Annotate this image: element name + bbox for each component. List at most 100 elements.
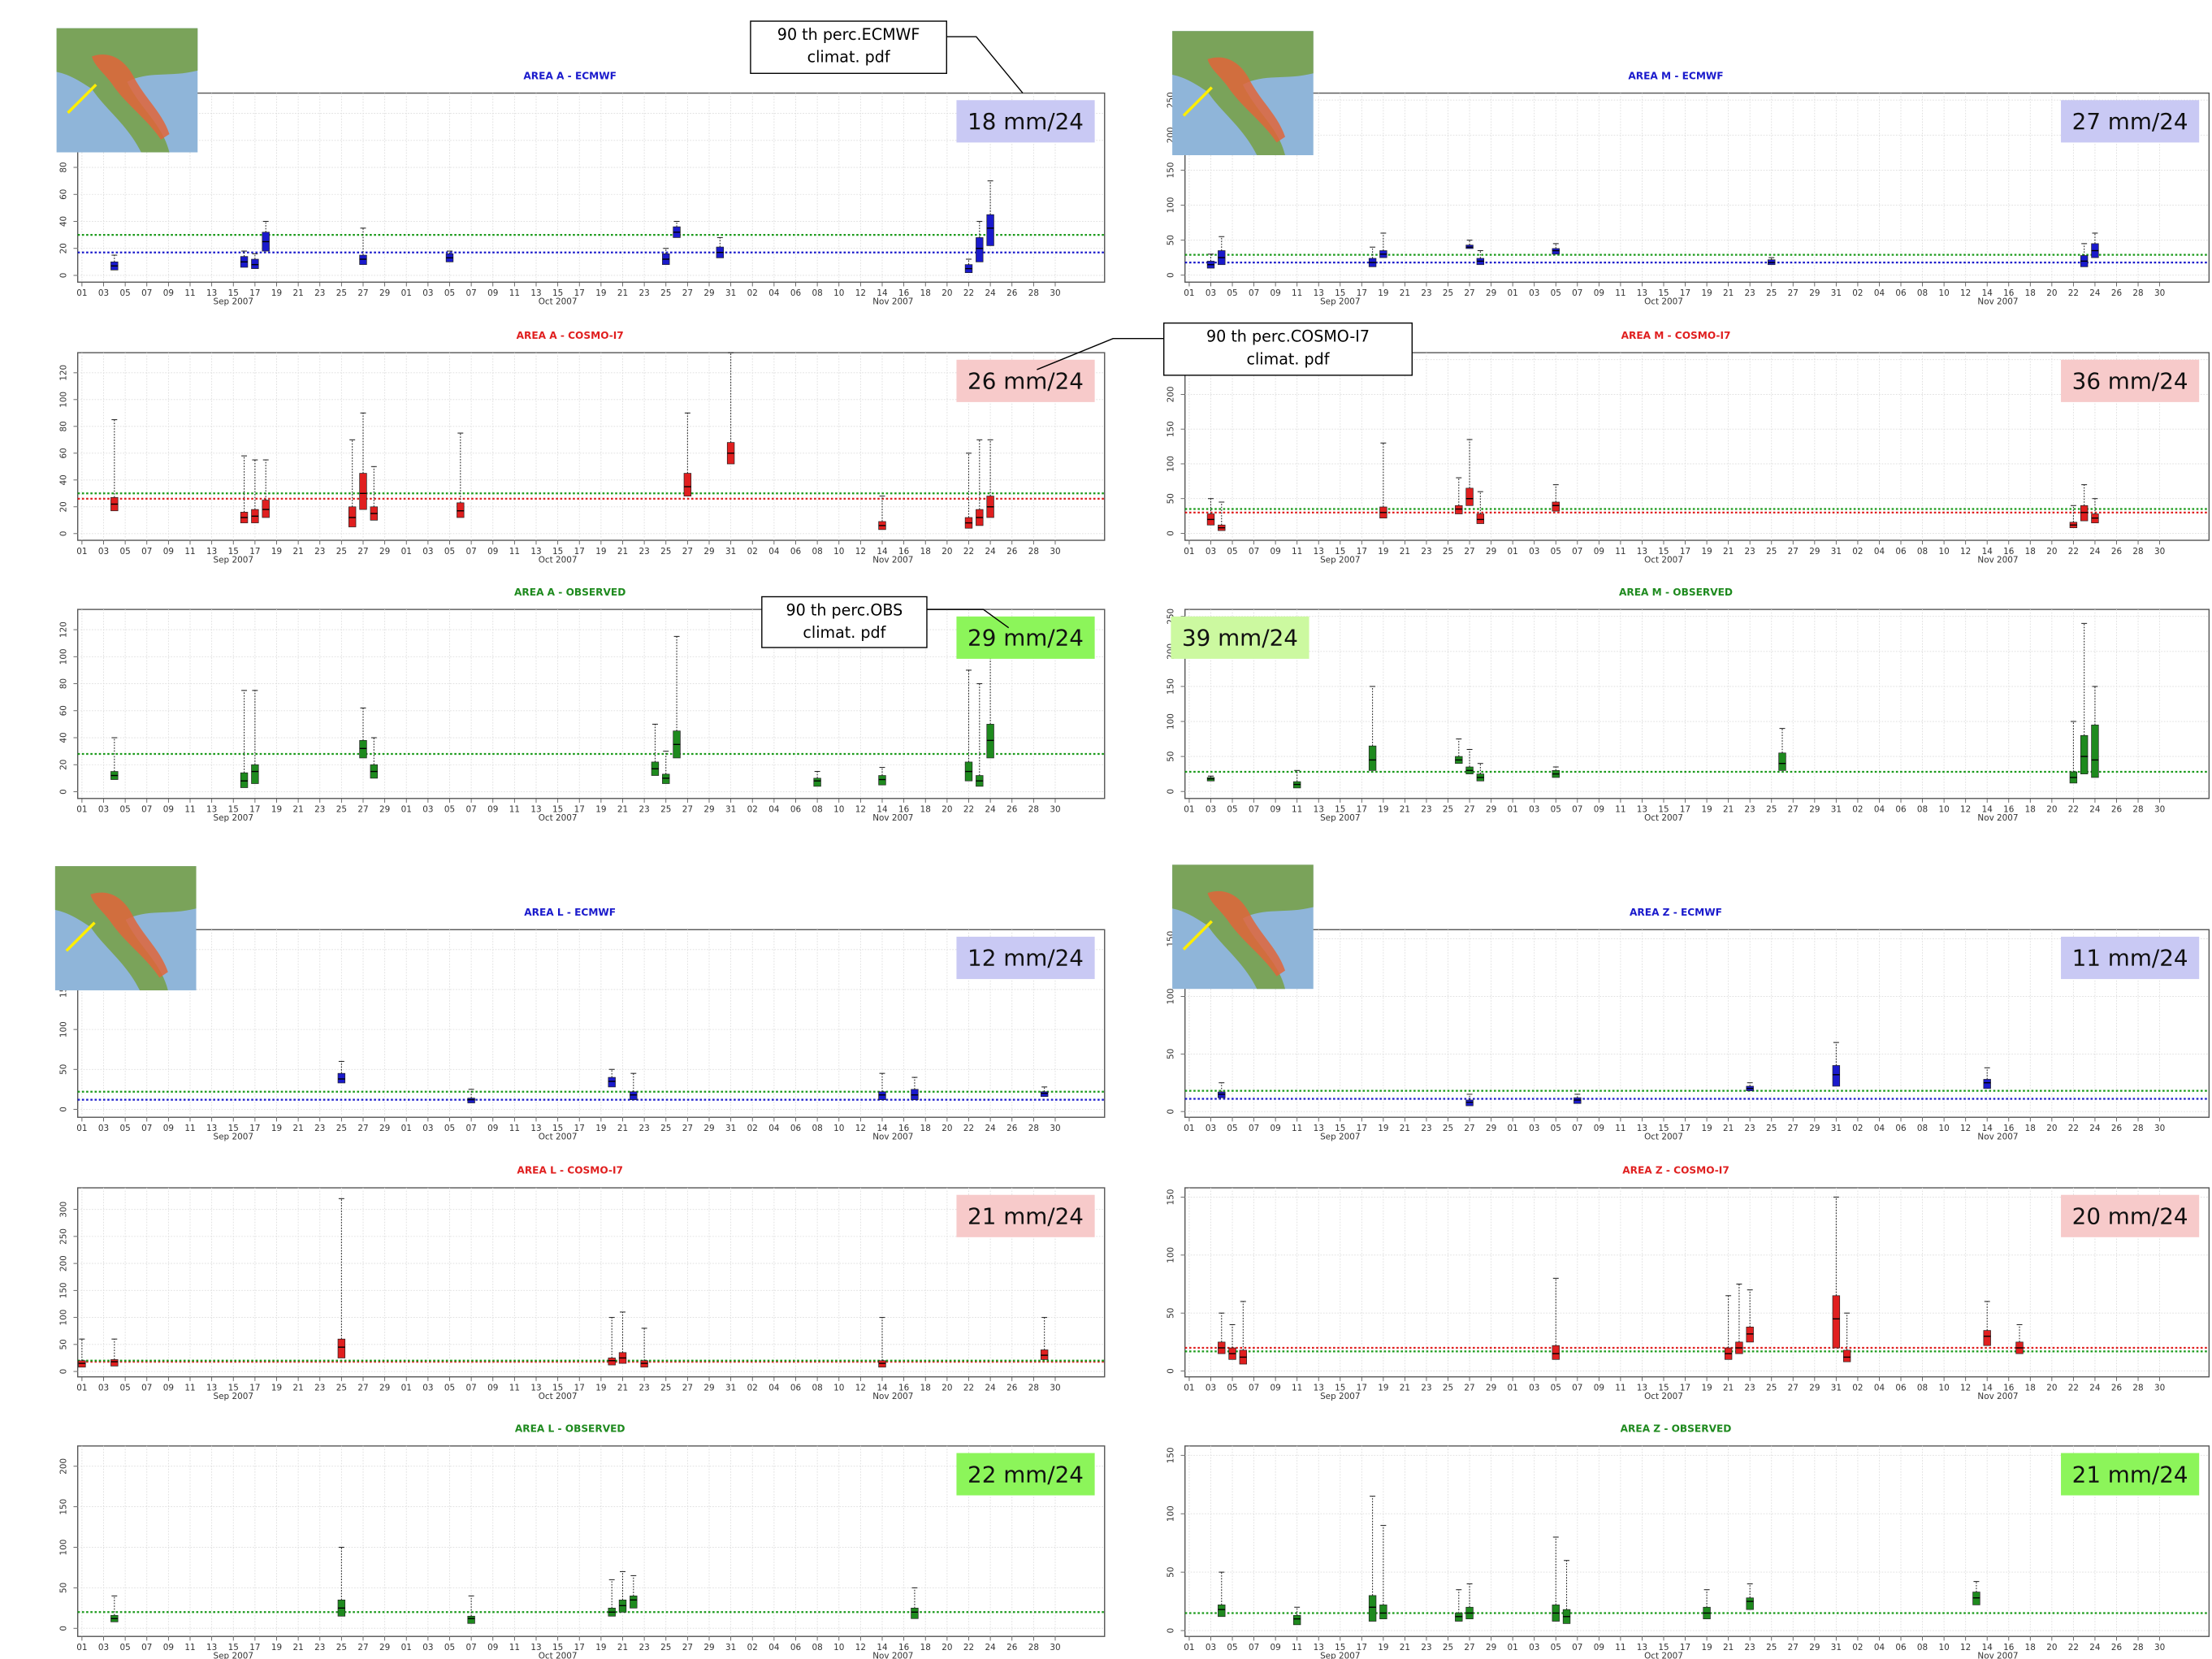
- x-tick-label: 24: [2089, 805, 2101, 815]
- x-tick-label: 29: [1809, 288, 1820, 298]
- x-tick-label: 01: [1508, 805, 1518, 815]
- box: [2080, 735, 2088, 773]
- x-tick-label: 06: [790, 805, 801, 815]
- x-tick-label: 12: [1960, 805, 1971, 815]
- x-tick-label: 21: [617, 805, 628, 815]
- x-tick-label: 01: [401, 547, 412, 557]
- y-tick-label: 20: [58, 760, 68, 770]
- x-tick-label: 12: [855, 1643, 866, 1653]
- annotation-leader: [946, 37, 1023, 93]
- x-tick-label: 05: [1551, 547, 1561, 557]
- plot-frame: [78, 93, 1105, 283]
- x-tick-label: 07: [141, 805, 152, 815]
- x-tick-label: 18: [920, 1384, 931, 1393]
- x-tick-label: 07: [1572, 1643, 1582, 1653]
- x-tick-label: 01: [401, 805, 412, 815]
- x-tick-label: 26: [2111, 805, 2122, 815]
- x-tick-label: 25: [336, 288, 347, 298]
- x-tick-label: 06: [1895, 288, 1906, 298]
- x-tick-label: 19: [1701, 1124, 1712, 1133]
- x-tick-label: 01: [1508, 288, 1518, 298]
- x-tick-label: 20: [2046, 288, 2057, 298]
- x-tick-label: 03: [1529, 547, 1539, 557]
- box: [1293, 1615, 1301, 1625]
- x-tick-label: 10: [833, 1124, 844, 1133]
- box: [608, 1358, 616, 1365]
- plot-frame: [78, 929, 1105, 1117]
- month-label: Oct 2007: [1644, 297, 1683, 307]
- x-tick-label: 20: [942, 1124, 952, 1133]
- x-tick-label: 07: [465, 547, 476, 557]
- y-tick-label: 40: [58, 474, 68, 485]
- x-tick-label: 08: [1917, 1124, 1928, 1133]
- x-tick-label: 31: [1831, 1384, 1842, 1393]
- x-tick-label: 20: [2046, 1643, 2057, 1653]
- x-tick-label: 05: [120, 547, 131, 557]
- x-tick-label: 02: [1852, 547, 1863, 557]
- x-tick-label: 20: [942, 547, 952, 557]
- month-label: Nov 2007: [872, 1133, 913, 1142]
- x-tick-label: 23: [1421, 1384, 1431, 1393]
- x-tick-label: 26: [1006, 1643, 1017, 1653]
- month-label: Oct 2007: [539, 1133, 578, 1142]
- x-tick-label: 18: [920, 288, 931, 298]
- x-tick-label: 01: [1508, 547, 1518, 557]
- x-tick-label: 03: [1206, 1384, 1216, 1393]
- x-tick-label: 11: [1615, 805, 1625, 815]
- x-tick-label: 31: [1831, 547, 1842, 557]
- month-label: Sep 2007: [1320, 555, 1360, 565]
- x-tick-label: 25: [1766, 1124, 1777, 1133]
- x-tick-label: 21: [1723, 1384, 1734, 1393]
- x-tick-label: 09: [487, 1643, 498, 1653]
- x-tick-label: 20: [2046, 547, 2057, 557]
- y-tick-label: 120: [58, 365, 68, 381]
- x-tick-label: 03: [98, 1643, 109, 1653]
- x-tick-label: 24: [2089, 1124, 2101, 1133]
- x-tick-label: 29: [379, 1124, 390, 1133]
- x-tick-label: 19: [595, 288, 606, 298]
- annotation-text: climat. pdf: [803, 623, 886, 642]
- x-tick-label: 10: [833, 288, 844, 298]
- value-label: 21 mm/24: [2072, 1461, 2188, 1488]
- x-tick-label: 18: [2025, 805, 2036, 815]
- x-tick-label: 30: [1050, 547, 1060, 557]
- x-tick-label: 23: [1421, 1124, 1431, 1133]
- y-tick-label: 0: [58, 531, 68, 536]
- month-label: Oct 2007: [1644, 1133, 1683, 1142]
- x-tick-label: 23: [314, 1643, 325, 1653]
- x-tick-label: 27: [1464, 1124, 1474, 1133]
- x-tick-label: 28: [1028, 288, 1039, 298]
- x-tick-label: 26: [1006, 288, 1017, 298]
- x-tick-label: 30: [2154, 288, 2165, 298]
- x-tick-label: 22: [963, 547, 974, 557]
- x-tick-label: 24: [985, 805, 996, 815]
- x-tick-label: 20: [942, 805, 952, 815]
- y-tick-label: 50: [1166, 1566, 1175, 1577]
- x-tick-label: 20: [2046, 805, 2057, 815]
- x-tick-label: 06: [790, 1124, 801, 1133]
- x-tick-label: 11: [184, 547, 195, 557]
- y-tick-label: 150: [1166, 1189, 1175, 1206]
- x-tick-label: 27: [682, 288, 693, 298]
- month-label: Oct 2007: [1644, 555, 1683, 565]
- x-tick-label: 23: [1421, 288, 1431, 298]
- x-tick-label: 31: [1831, 805, 1842, 815]
- x-tick-label: 25: [660, 288, 671, 298]
- box: [1369, 1596, 1376, 1622]
- x-tick-label: 04: [768, 1124, 780, 1133]
- x-tick-label: 21: [1723, 1643, 1734, 1653]
- x-tick-label: 01: [1184, 1384, 1194, 1393]
- x-tick-label: 18: [2025, 1643, 2036, 1653]
- box: [1833, 1065, 1840, 1086]
- x-tick-label: 29: [1809, 1124, 1820, 1133]
- x-tick-label: 06: [1895, 547, 1906, 557]
- y-tick-label: 0: [1166, 1109, 1175, 1115]
- x-tick-label: 21: [617, 1124, 628, 1133]
- x-tick-label: 12: [1960, 547, 1971, 557]
- x-tick-label: 03: [98, 547, 109, 557]
- x-tick-label: 31: [725, 1124, 736, 1133]
- x-tick-label: 28: [1028, 1384, 1039, 1393]
- box: [1380, 1605, 1387, 1618]
- y-tick-label: 120: [58, 622, 68, 638]
- y-tick-label: 100: [58, 1021, 68, 1037]
